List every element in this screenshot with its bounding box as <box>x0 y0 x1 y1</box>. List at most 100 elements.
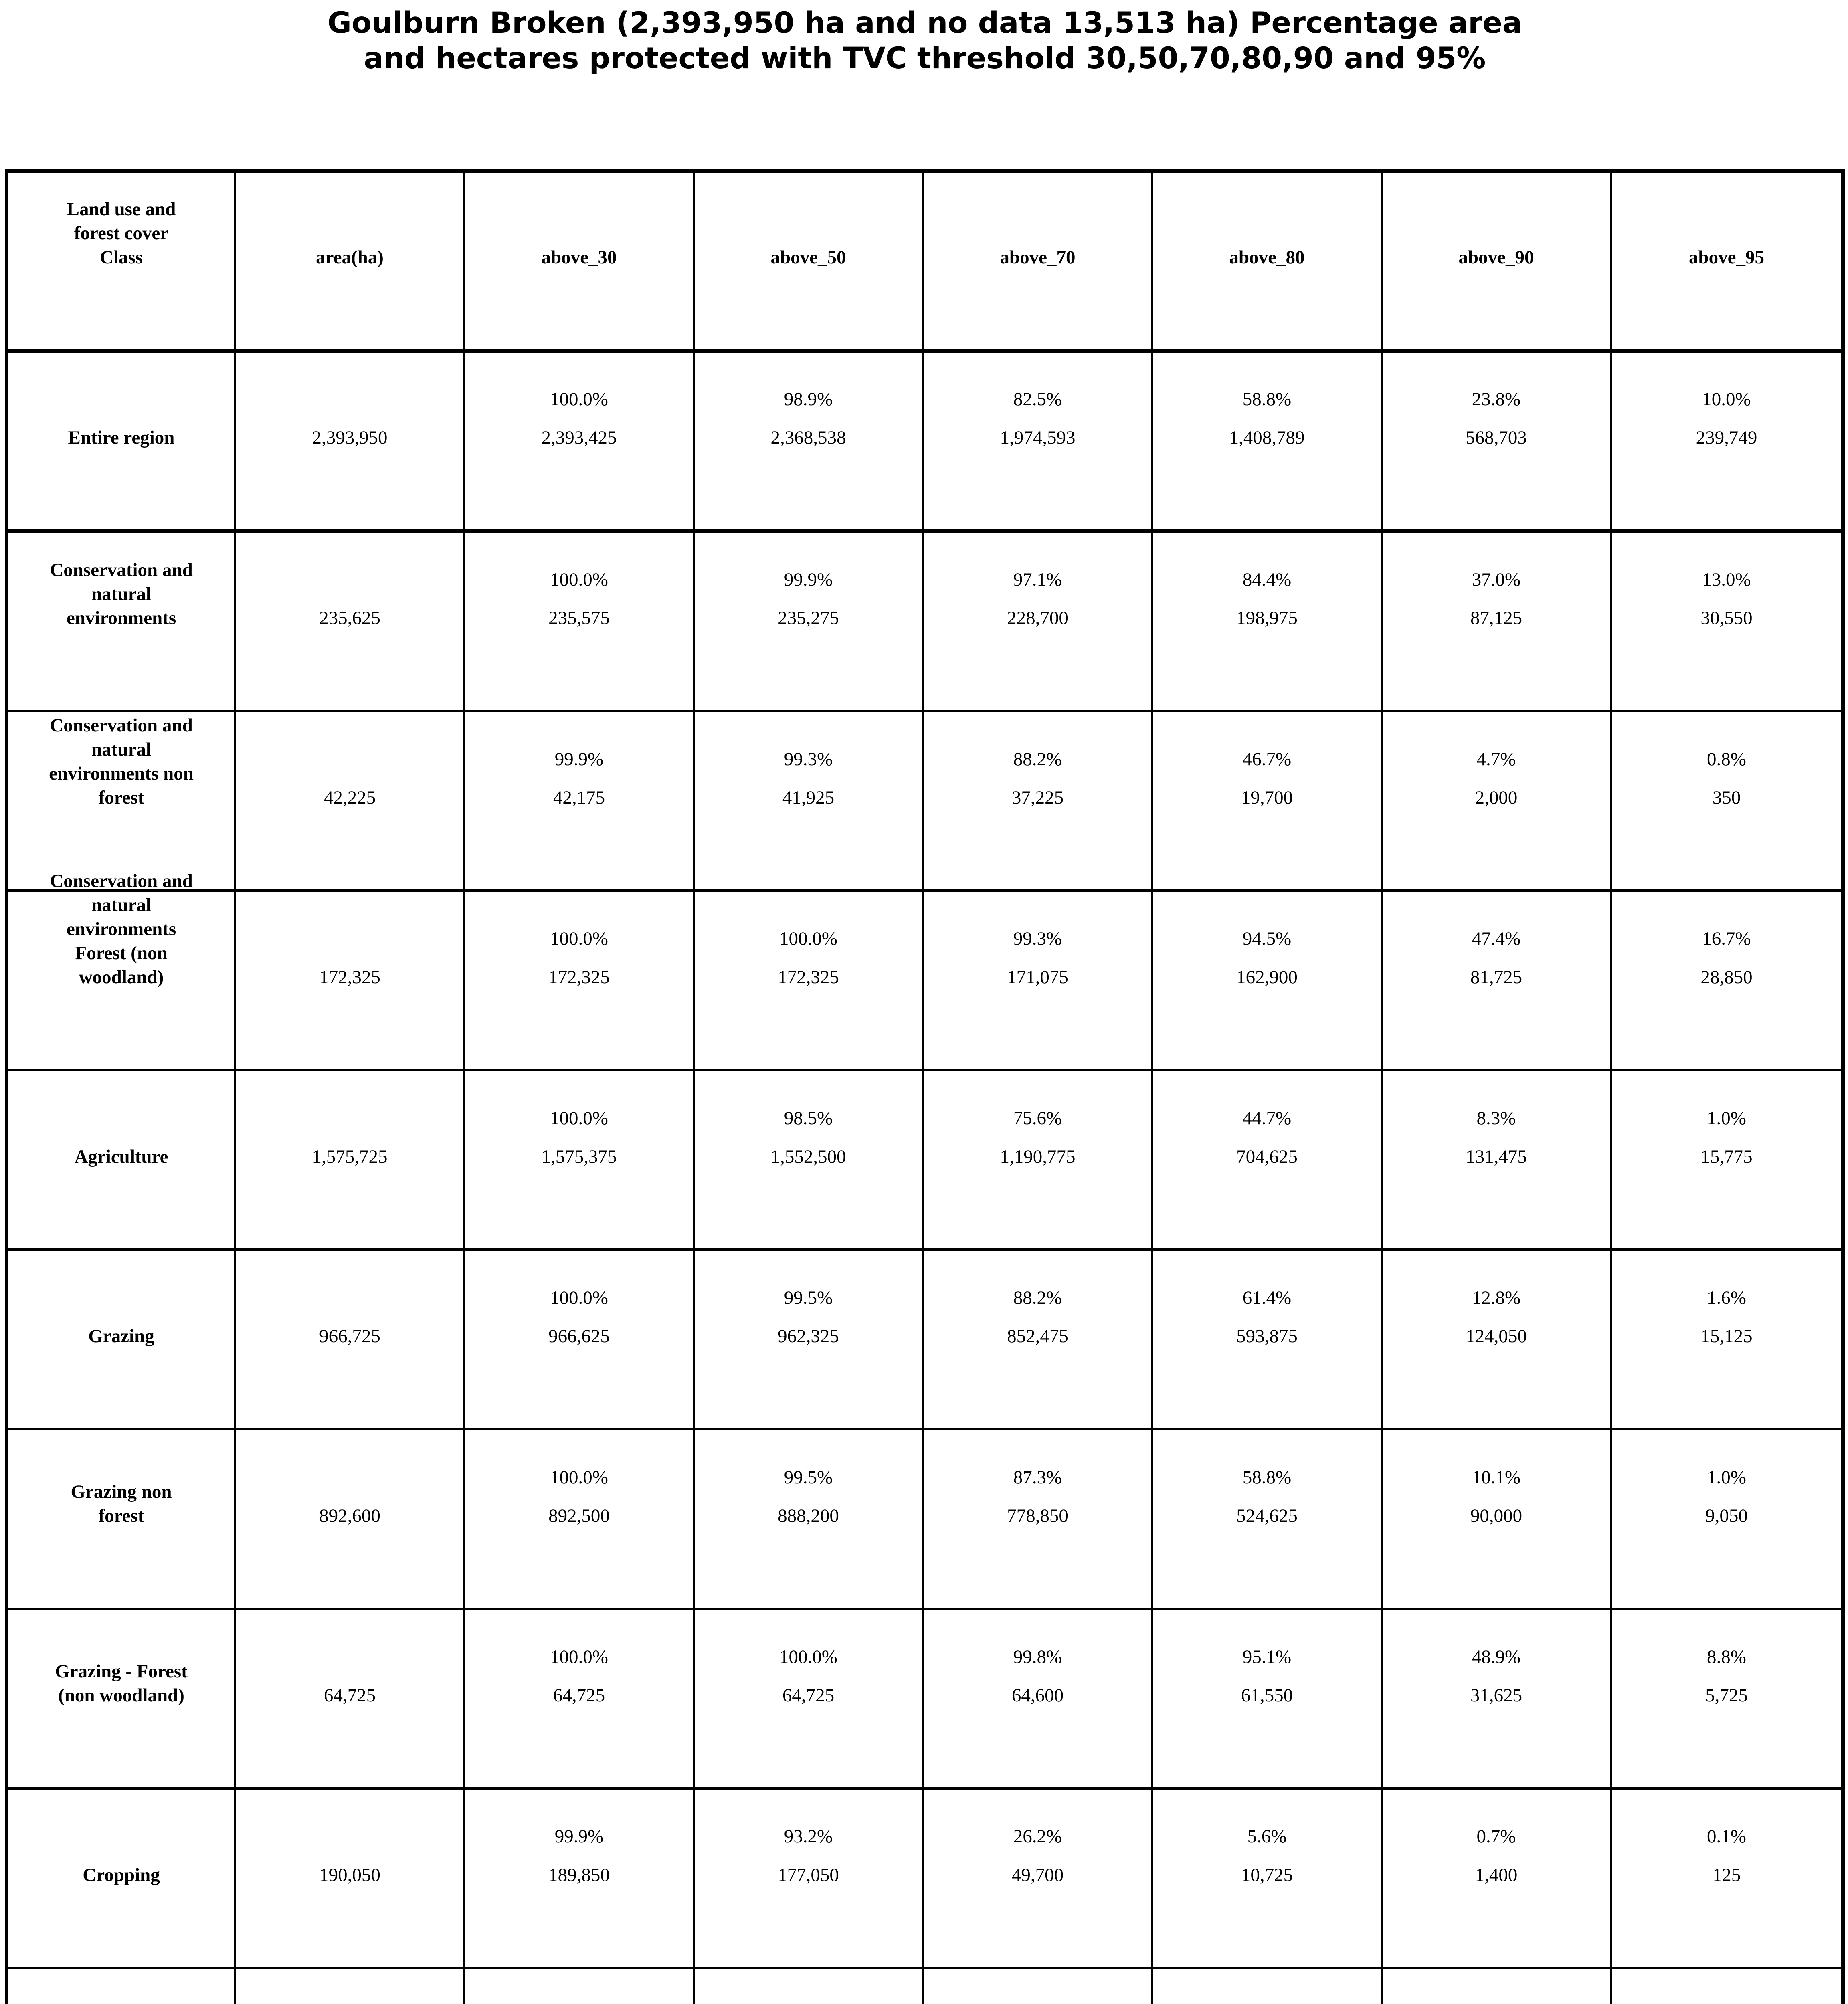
row-label-grazing-non-forest: Grazing non forest <box>8 1430 236 1610</box>
value-cell: 94.5% 162,900 <box>1153 892 1383 1071</box>
hectares-value: 28,850 <box>1700 967 1753 988</box>
value-cell: 22.7%92,275 <box>1153 1969 1383 2004</box>
value-cell: 87.3% 778,850 <box>924 1430 1153 1610</box>
value-cell: 100.0% 235,575 <box>465 533 695 712</box>
value-cell: 95.1% 61,550 <box>1153 1610 1383 1790</box>
hectares-value: 9,050 <box>1705 1505 1748 1527</box>
hectares-value: 1,408,789 <box>1229 427 1305 448</box>
value-cell: 5.6% 10,725 <box>1153 1790 1383 1969</box>
value-cell: 88.2% 37,225 <box>924 712 1153 892</box>
percent-value: 75.6% <box>1013 1108 1062 1129</box>
value-cell: 47.4% 81,725 <box>1383 892 1612 1071</box>
area-cell: 235,625 <box>236 533 465 712</box>
percent-value: 95.1% <box>1242 1646 1292 1668</box>
value-cell: 99.5% 962,325 <box>695 1251 924 1430</box>
value-cell: 98.9% 2,368,538 <box>695 353 924 533</box>
hectares-value: 10,725 <box>1241 1865 1293 1886</box>
row-label-cropping: Cropping <box>8 1790 236 1969</box>
area-cell: 406,675 <box>236 1969 465 2004</box>
hectares-value: 37,225 <box>1011 787 1064 808</box>
value-cell: 88.2% 852,475 <box>924 1251 1153 1430</box>
value-cell: 10.1% 90,000 <box>1383 1430 1612 1610</box>
value-cell: 82.5% 1,974,593 <box>924 353 1153 533</box>
area-cell: 64,725 <box>236 1610 465 1790</box>
percent-value: 100.0% <box>550 928 608 949</box>
row-label-conservation-and-natural-environments-non-forest: Conservation and natural environments no… <box>8 712 236 892</box>
row-label-conservation-and-natural-environments-forest-non-woodland: Conservation and natural environments Fo… <box>8 871 236 1071</box>
hectares-value: 81,725 <box>1470 967 1522 988</box>
value-cell: 100.0% 2,393,425 <box>465 353 695 533</box>
value-cell: 99.5% 888,200 <box>695 1430 924 1610</box>
hectares-value: 5,725 <box>1705 1685 1748 1706</box>
percent-value: 100.0% <box>779 928 837 949</box>
percent-value: 61.4% <box>1242 1287 1292 1309</box>
hectares-value: 198,975 <box>1236 608 1298 629</box>
value-cell: 93.2% 177,050 <box>695 1790 924 1969</box>
page-title-line1: Goulburn Broken (2,393,950 ha and no dat… <box>327 6 1522 40</box>
value-cell: 8.8% 5,725 <box>1612 1610 1841 1790</box>
value-cell: 10.0% 239,749 <box>1612 353 1841 533</box>
row-label-grazing: Grazing <box>8 1251 236 1430</box>
percent-value: 8.8% <box>1707 1646 1746 1668</box>
percent-value: 82.5% <box>1013 389 1062 410</box>
hectares-value: 704,625 <box>1236 1146 1298 1168</box>
hectares-value: 61,550 <box>1241 1685 1293 1706</box>
value-cell: 61.4% 593,875 <box>1153 1251 1383 1430</box>
hectares-value: 892,500 <box>548 1505 610 1527</box>
hectares-value: 852,475 <box>1007 1326 1068 1347</box>
value-cell: 68.3%277,650 <box>924 1969 1153 2004</box>
percent-value: 1.0% <box>1707 1467 1746 1488</box>
value-cell: 84.4% 198,975 <box>1153 533 1383 712</box>
hectares-value: 1,190,775 <box>1000 1146 1076 1168</box>
percent-value: 44.7% <box>1242 1108 1292 1129</box>
percent-value: 100.0% <box>550 1108 608 1129</box>
value-cell: 100.0% 172,325 <box>465 892 695 1071</box>
value-cell: 100.0% 892,500 <box>465 1430 695 1610</box>
column-header-above-30: above_30 <box>465 173 695 353</box>
percent-value: 99.3% <box>1013 928 1062 949</box>
percent-value: 100.0% <box>550 389 608 410</box>
value-cell: 100.0% 172,325 <box>695 892 924 1071</box>
value-cell: 97.1% 228,700 <box>924 533 1153 712</box>
hectares-value: 31,625 <box>1470 1685 1522 1706</box>
row-label-agriculture: Agriculture <box>8 1071 236 1251</box>
percent-value: 5.6% <box>1247 1826 1287 1847</box>
row-label-entire-region: Entire region <box>8 353 236 533</box>
hectares-value: 1,974,593 <box>1000 427 1076 448</box>
page-title-line2: and hectares protected with TVC threshol… <box>364 41 1486 75</box>
value-cell: 1.0%4,100 <box>1383 1969 1612 2004</box>
column-header-above-90: above_90 <box>1383 173 1612 353</box>
percent-value: 94.5% <box>1242 928 1292 949</box>
percent-value: 87.3% <box>1013 1467 1062 1488</box>
value-cell: 37.0% 87,125 <box>1383 533 1612 712</box>
percent-value: 47.4% <box>1472 928 1521 949</box>
percent-value: 1.0% <box>1707 1108 1746 1129</box>
percent-value: 12.8% <box>1472 1287 1521 1309</box>
value-cell: 99.3% 41,925 <box>695 712 924 892</box>
percent-value: 88.2% <box>1013 749 1062 770</box>
hectares-value: 172,325 <box>548 967 610 988</box>
percent-value: 99.9% <box>554 1826 604 1847</box>
percent-value: 0.1% <box>1707 1826 1746 1847</box>
area-cell: 966,725 <box>236 1251 465 1430</box>
value-cell: 100.0% 1,575,375 <box>465 1071 695 1251</box>
hectares-value: 2,000 <box>1475 787 1518 808</box>
area-cell: 190,050 <box>236 1790 465 1969</box>
percent-value: 4.7% <box>1476 749 1516 770</box>
column-header-above-50: above_50 <box>695 173 924 353</box>
percent-value: 13.0% <box>1702 569 1751 590</box>
percent-value: 26.2% <box>1013 1826 1062 1847</box>
value-cell: 100.0% 64,725 <box>695 1610 924 1790</box>
area-cell: 172,325 <box>236 892 465 1071</box>
value-cell: 46.7% 19,700 <box>1153 712 1383 892</box>
page-title: Goulburn Broken (2,393,950 ha and no dat… <box>5 6 1845 76</box>
value-cell: 8.3% 131,475 <box>1383 1071 1612 1251</box>
percent-value: 46.7% <box>1242 749 1292 770</box>
hectares-value: 888,200 <box>778 1505 839 1527</box>
hectares-value: 2,393,425 <box>541 427 617 448</box>
percent-value: 88.2% <box>1013 1287 1062 1309</box>
hectares-value: 778,850 <box>1007 1505 1068 1527</box>
percent-value: 100.0% <box>550 569 608 590</box>
percent-value: 100.0% <box>550 1646 608 1668</box>
percent-value: 58.8% <box>1242 1467 1292 1488</box>
